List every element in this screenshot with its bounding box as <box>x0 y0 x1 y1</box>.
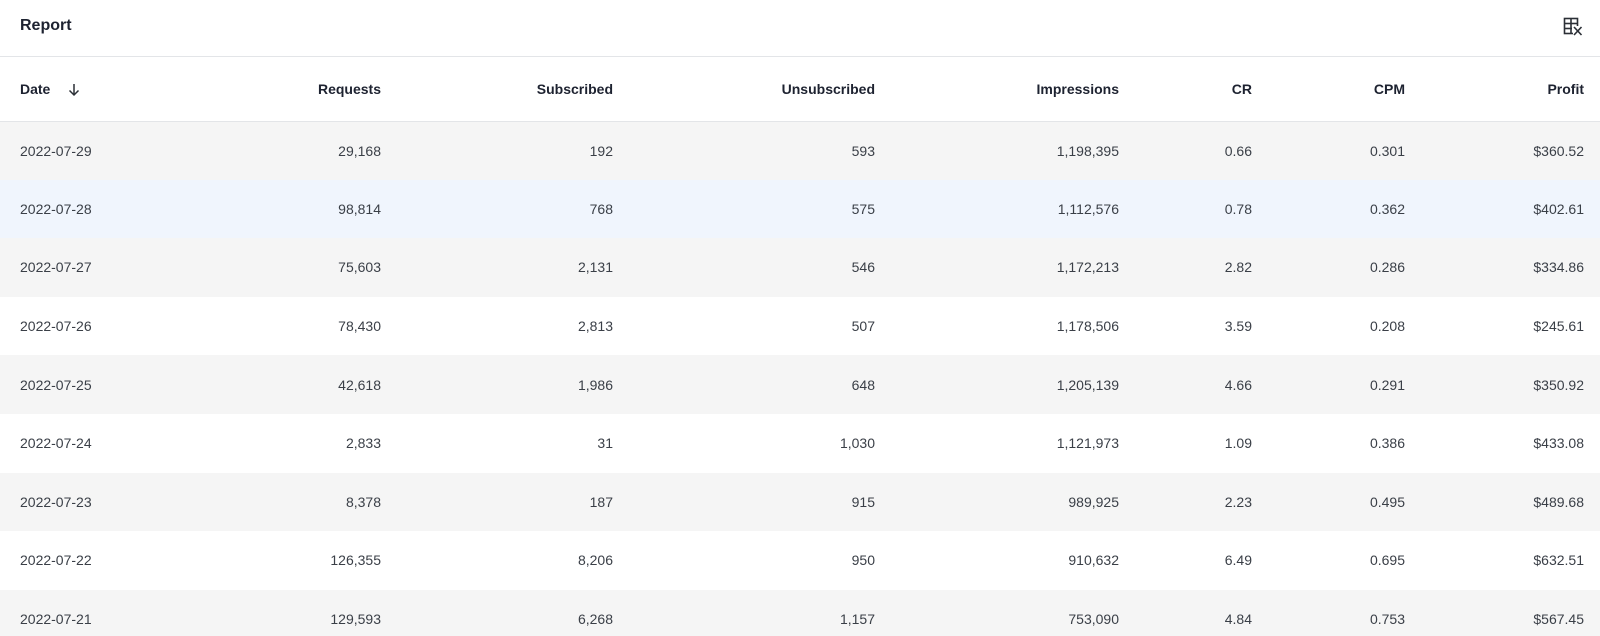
cell-cr: 4.66 <box>1224 376 1252 393</box>
cell-cpm: 0.208 <box>1369 318 1405 335</box>
cell-date: 2022-07-27 <box>20 259 92 276</box>
table-row[interactable]: 2022-07-24 2,833 31 1,030 1,121,973 1.09 0.386… <box>0 413 1600 473</box>
table-row[interactable]: 2022-07-23 8,378 187 915 989,925 2.23 0.495 $48… <box>0 472 1600 532</box>
cell-cpm: 0.386 <box>1369 435 1405 452</box>
cell-subscribed: 187 <box>589 493 613 510</box>
table-columns-settings-icon <box>1563 17 1583 36</box>
table-row[interactable]: 2022-07-29 29,168 192 593 1,198,395 0.66 0.301… <box>0 121 1600 180</box>
cell-subscribed: 768 <box>589 200 613 217</box>
cell-date: 2022-07-25 <box>20 376 92 393</box>
column-header-requests[interactable]: Requests <box>317 80 381 97</box>
column-settings-button[interactable] <box>1560 14 1586 40</box>
cell-date: 2022-07-23 <box>20 493 92 510</box>
cell-impressions: 1,121,973 <box>1056 435 1119 452</box>
cell-cpm: 0.695 <box>1369 552 1405 569</box>
cell-requests: 29,168 <box>338 142 381 159</box>
cell-unsubscribed: 1,030 <box>839 435 875 452</box>
table-row[interactable]: 2022-07-25 42,618 1,986 648 1,205,139 4.66 0.2… <box>0 355 1600 414</box>
cell-cpm: 0.301 <box>1369 142 1405 159</box>
table-header-row: Date Requests Subscribed Unsubscribed Im… <box>0 57 1600 121</box>
cell-cr: 3.59 <box>1224 318 1252 335</box>
report-table: Date Requests Subscribed Unsubscribed Im… <box>0 57 1600 636</box>
cell-profit: $350.92 <box>1533 376 1584 393</box>
table-row[interactable]: 2022-07-27 75,603 2,131 546 1,172,213 2.82 0.2… <box>0 238 1600 297</box>
cell-cpm: 0.362 <box>1369 200 1405 217</box>
cell-impressions: 1,198,395 <box>1056 142 1119 159</box>
cell-impressions: 910,632 <box>1068 552 1119 569</box>
table-row[interactable]: 2022-07-28 98,814 768 575 1,112,576 0.78 0.362… <box>0 179 1600 239</box>
report-header: Report <box>0 0 1600 57</box>
cell-subscribed: 6,268 <box>577 611 613 628</box>
cell-profit: $334.86 <box>1533 259 1584 276</box>
cell-subscribed: 31 <box>597 435 613 452</box>
cell-profit: $433.08 <box>1533 435 1584 452</box>
cell-date: 2022-07-26 <box>20 318 92 335</box>
cell-impressions: 753,090 <box>1068 611 1119 628</box>
table-row[interactable]: 2022-07-22 126,355 8,206 950 910,632 6.49 0.69… <box>0 531 1600 590</box>
table-body: 2022-07-29 29,168 192 593 1,198,395 0.66 0.301… <box>0 121 1600 636</box>
column-header-date[interactable]: Date <box>0 57 200 121</box>
column-header-subscribed[interactable]: Subscribed <box>536 80 613 97</box>
cell-impressions: 1,172,213 <box>1056 259 1119 276</box>
cell-subscribed: 8,206 <box>577 552 613 569</box>
table-row[interactable]: 2022-07-26 78,430 2,813 507 1,178,506 3.59 0.2… <box>0 296 1600 356</box>
cell-date: 2022-07-29 <box>20 142 92 159</box>
cell-cpm: 0.753 <box>1369 611 1405 628</box>
cell-unsubscribed: 575 <box>851 200 875 217</box>
cell-requests: 98,814 <box>338 200 381 217</box>
column-header-impressions[interactable]: Impressions <box>1036 80 1119 97</box>
cell-cpm: 0.495 <box>1369 493 1405 510</box>
cell-requests: 42,618 <box>338 376 381 393</box>
cell-date: 2022-07-24 <box>20 435 92 452</box>
cell-profit: $567.45 <box>1533 611 1584 628</box>
cell-requests: 126,355 <box>330 552 381 569</box>
cell-requests: 129,593 <box>330 611 381 628</box>
cell-date: 2022-07-21 <box>20 611 92 628</box>
cell-cpm: 0.291 <box>1369 376 1405 393</box>
cell-impressions: 1,205,139 <box>1056 376 1119 393</box>
cell-cr: 2.82 <box>1224 259 1252 276</box>
cell-profit: $489.68 <box>1533 493 1584 510</box>
column-header-label: Date <box>20 80 51 97</box>
cell-cr: 4.84 <box>1224 611 1252 628</box>
cell-subscribed: 2,131 <box>577 259 613 276</box>
table-row[interactable]: 2022-07-21 129,593 6,268 1,157 753,090 4.84 0.… <box>0 589 1600 636</box>
cell-requests: 75,603 <box>338 259 381 276</box>
cell-requests: 8,378 <box>345 493 381 510</box>
cell-profit: $245.61 <box>1533 318 1584 335</box>
arrow-down-icon <box>69 83 80 96</box>
cell-cr: 0.78 <box>1224 200 1252 217</box>
cell-date: 2022-07-28 <box>20 200 92 217</box>
cell-date: 2022-07-22 <box>20 552 92 569</box>
cell-requests: 78,430 <box>338 318 381 335</box>
cell-cr: 6.49 <box>1224 552 1252 569</box>
column-header-cpm[interactable]: CPM <box>1373 80 1405 97</box>
cell-cr: 0.66 <box>1224 142 1252 159</box>
cell-subscribed: 2,813 <box>577 318 613 335</box>
cell-impressions: 989,925 <box>1068 493 1119 510</box>
cell-profit: $632.51 <box>1533 552 1584 569</box>
cell-unsubscribed: 648 <box>851 376 875 393</box>
cell-unsubscribed: 546 <box>851 259 875 276</box>
cell-profit: $360.52 <box>1533 142 1584 159</box>
cell-impressions: 1,112,576 <box>1057 200 1119 217</box>
page-title: Report <box>20 17 72 34</box>
cell-unsubscribed: 593 <box>851 142 875 159</box>
cell-cr: 1.09 <box>1224 435 1252 452</box>
cell-unsubscribed: 950 <box>851 552 875 569</box>
column-header-cr[interactable]: CR <box>1231 80 1252 97</box>
cell-cr: 2.23 <box>1224 493 1252 510</box>
cell-unsubscribed: 1,157 <box>839 611 875 628</box>
cell-impressions: 1,178,506 <box>1056 318 1119 335</box>
cell-requests: 2,833 <box>345 435 381 452</box>
cell-unsubscribed: 507 <box>851 318 875 335</box>
column-header-unsubscribed[interactable]: Unsubscribed <box>781 80 875 97</box>
column-header-profit[interactable]: Profit <box>1547 80 1584 97</box>
cell-cpm: 0.286 <box>1369 259 1405 276</box>
cell-profit: $402.61 <box>1533 200 1584 217</box>
cell-subscribed: 1,986 <box>577 376 613 393</box>
cell-unsubscribed: 915 <box>851 493 875 510</box>
cell-subscribed: 192 <box>589 142 613 159</box>
